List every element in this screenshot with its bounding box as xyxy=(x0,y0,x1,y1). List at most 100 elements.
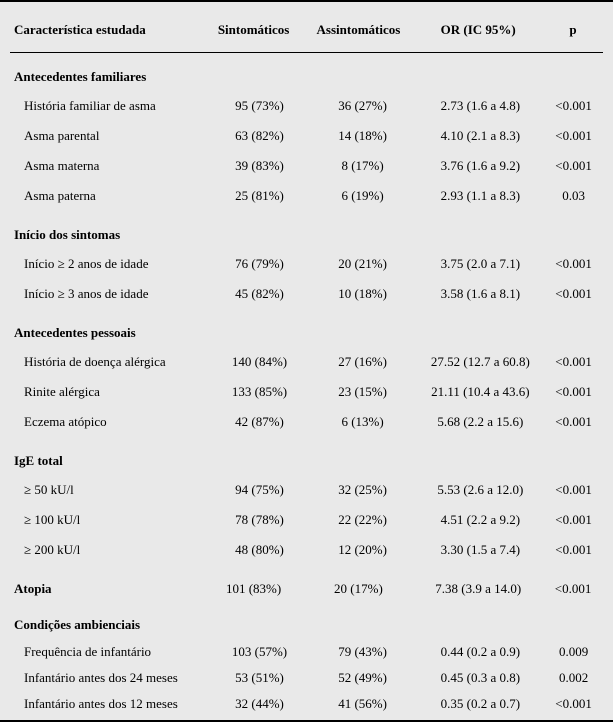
row-odds-ratio: 2.73 (1.6 a 4.8) xyxy=(417,98,545,114)
table-row: História familiar de asma 95 (73%) 36 (2… xyxy=(10,91,603,121)
row-label: Frequência de infantário xyxy=(10,644,210,660)
row-symptomatic: 140 (84%) xyxy=(210,354,308,370)
row-asymptomatic: 27 (16%) xyxy=(309,354,417,370)
row-p-value: 0.03 xyxy=(544,188,603,204)
row-asymptomatic: 41 (56%) xyxy=(309,696,417,712)
row-asymptomatic: 22 (22%) xyxy=(309,512,417,528)
row-odds-ratio: 0.45 (0.3 a 0.8) xyxy=(417,670,545,686)
row-symptomatic: 63 (82%) xyxy=(210,128,308,144)
section-environmental: Condições ambienciais xyxy=(10,607,603,639)
row-p-value: <0.001 xyxy=(543,581,603,597)
row-p-value: <0.001 xyxy=(544,512,603,528)
row-asymptomatic: 14 (18%) xyxy=(309,128,417,144)
row-odds-ratio: 0.35 (0.2 a 0.7) xyxy=(417,696,545,712)
table-row: Eczema atópico 42 (87%) 6 (13%) 5.68 (2.… xyxy=(10,407,603,437)
row-asymptomatic: 52 (49%) xyxy=(309,670,417,686)
row-asymptomatic: 12 (20%) xyxy=(309,542,417,558)
row-symptomatic: 32 (44%) xyxy=(210,696,308,712)
row-odds-ratio: 27.52 (12.7 a 60.8) xyxy=(417,354,545,370)
row-p-value: <0.001 xyxy=(544,384,603,400)
row-asymptomatic: 6 (13%) xyxy=(309,414,417,430)
header-odds-ratio: OR (IC 95%) xyxy=(413,22,543,38)
row-p-value: 0.009 xyxy=(544,644,603,660)
row-label: Eczema atópico xyxy=(10,414,210,430)
table-row: ≥ 200 kU/l 48 (80%) 12 (20%) 3.30 (1.5 a… xyxy=(10,535,603,565)
table-row: História de doença alérgica 140 (84%) 27… xyxy=(10,347,603,377)
table-header-row: Característica estudada Sintomáticos Ass… xyxy=(10,8,603,53)
row-label: História familiar de asma xyxy=(10,98,210,114)
row-p-value: <0.001 xyxy=(544,98,603,114)
row-odds-ratio: 21.11 (10.4 a 43.6) xyxy=(417,384,545,400)
row-label: Infantário antes dos 24 meses xyxy=(10,670,210,686)
row-symptomatic: 53 (51%) xyxy=(210,670,308,686)
row-odds-ratio: 4.10 (2.1 a 8.3) xyxy=(417,128,545,144)
row-asymptomatic: 36 (27%) xyxy=(309,98,417,114)
row-symptomatic: 39 (83%) xyxy=(210,158,308,174)
header-symptomatic: Sintomáticos xyxy=(204,22,304,38)
row-asymptomatic: 23 (15%) xyxy=(309,384,417,400)
table-row: ≥ 50 kU/l 94 (75%) 32 (25%) 5.53 (2.6 a … xyxy=(10,475,603,505)
row-label: ≥ 100 kU/l xyxy=(10,512,210,528)
row-p-value: <0.001 xyxy=(544,158,603,174)
table-row: Asma materna 39 (83%) 8 (17%) 3.76 (1.6 … xyxy=(10,151,603,181)
row-symptomatic: 94 (75%) xyxy=(210,482,308,498)
row-label: Rinite alérgica xyxy=(10,384,210,400)
header-p-value: p xyxy=(543,22,603,38)
row-symptomatic: 78 (78%) xyxy=(210,512,308,528)
row-odds-ratio: 7.38 (3.9 a 14.0) xyxy=(413,581,543,597)
row-p-value: <0.001 xyxy=(544,414,603,430)
row-p-value: <0.001 xyxy=(544,696,603,712)
section-atopy-label: Atopia xyxy=(10,581,204,597)
table-row: Asma paterna 25 (81%) 6 (19%) 2.93 (1.1 … xyxy=(10,181,603,211)
row-odds-ratio: 0.44 (0.2 a 0.9) xyxy=(417,644,545,660)
row-odds-ratio: 3.76 (1.6 a 9.2) xyxy=(417,158,545,174)
row-odds-ratio: 3.58 (1.6 a 8.1) xyxy=(417,286,545,302)
section-ige-total: IgE total xyxy=(10,437,603,475)
row-label: Asma materna xyxy=(10,158,210,174)
table-row: Infantário antes dos 12 meses 32 (44%) 4… xyxy=(10,691,603,717)
row-label: Início ≥ 2 anos de idade xyxy=(10,256,210,272)
row-asymptomatic: 79 (43%) xyxy=(309,644,417,660)
table-row: Início ≥ 2 anos de idade 76 (79%) 20 (21… xyxy=(10,249,603,279)
row-label: Início ≥ 3 anos de idade xyxy=(10,286,210,302)
row-label: História de doença alérgica xyxy=(10,354,210,370)
row-asymptomatic: 32 (25%) xyxy=(309,482,417,498)
table-row: Início ≥ 3 anos de idade 45 (82%) 10 (18… xyxy=(10,279,603,309)
table-row: Infantário antes dos 24 meses 53 (51%) 5… xyxy=(10,665,603,691)
section-personal-history: Antecedentes pessoais xyxy=(10,309,603,347)
row-symptomatic: 95 (73%) xyxy=(210,98,308,114)
section-family-history: Antecedentes familiares xyxy=(10,53,603,91)
row-label: Infantário antes dos 12 meses xyxy=(10,696,210,712)
row-label: ≥ 50 kU/l xyxy=(10,482,210,498)
risk-factors-table: Característica estudada Sintomáticos Ass… xyxy=(0,0,613,722)
row-odds-ratio: 3.75 (2.0 a 7.1) xyxy=(417,256,545,272)
table-row: ≥ 100 kU/l 78 (78%) 22 (22%) 4.51 (2.2 a… xyxy=(10,505,603,535)
row-symptomatic: 76 (79%) xyxy=(210,256,308,272)
row-symptomatic: 25 (81%) xyxy=(210,188,308,204)
row-p-value: <0.001 xyxy=(544,256,603,272)
row-odds-ratio: 4.51 (2.2 a 9.2) xyxy=(417,512,545,528)
row-p-value: <0.001 xyxy=(544,542,603,558)
row-odds-ratio: 5.53 (2.6 a 12.0) xyxy=(417,482,545,498)
row-asymptomatic: 20 (21%) xyxy=(309,256,417,272)
row-symptomatic: 48 (80%) xyxy=(210,542,308,558)
row-p-value: <0.001 xyxy=(544,482,603,498)
header-characteristic: Característica estudada xyxy=(10,22,204,38)
row-p-value: <0.001 xyxy=(544,128,603,144)
table-row: Frequência de infantário 103 (57%) 79 (4… xyxy=(10,639,603,665)
row-asymptomatic: 6 (19%) xyxy=(309,188,417,204)
row-label: ≥ 200 kU/l xyxy=(10,542,210,558)
row-p-value: 0.002 xyxy=(544,670,603,686)
row-odds-ratio: 5.68 (2.2 a 15.6) xyxy=(417,414,545,430)
row-symptomatic: 42 (87%) xyxy=(210,414,308,430)
table-row: Rinite alérgica 133 (85%) 23 (15%) 21.11… xyxy=(10,377,603,407)
row-asymptomatic: 10 (18%) xyxy=(309,286,417,302)
row-symptomatic: 101 (83%) xyxy=(204,581,304,597)
header-asymptomatic: Assintomáticos xyxy=(304,22,414,38)
row-odds-ratio: 3.30 (1.5 a 7.4) xyxy=(417,542,545,558)
row-asymptomatic: 8 (17%) xyxy=(309,158,417,174)
row-symptomatic: 103 (57%) xyxy=(210,644,308,660)
row-label: Asma parental xyxy=(10,128,210,144)
row-label: Asma paterna xyxy=(10,188,210,204)
row-odds-ratio: 2.93 (1.1 a 8.3) xyxy=(417,188,545,204)
